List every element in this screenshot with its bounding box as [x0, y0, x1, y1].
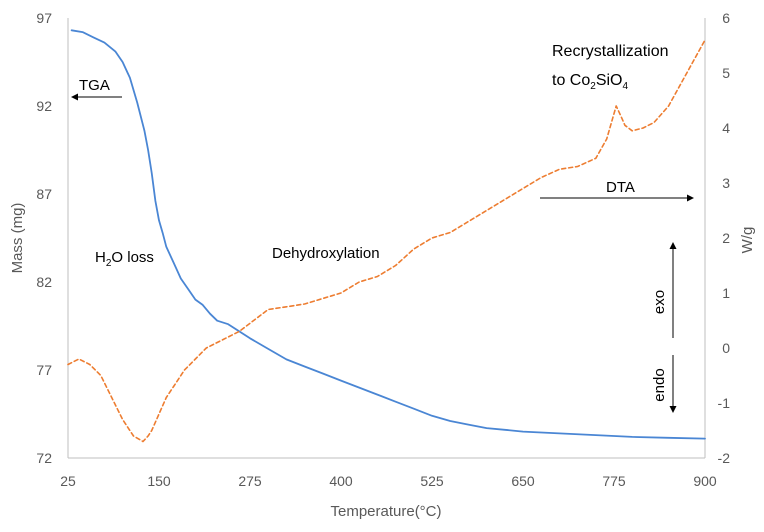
x-tick-labels: 25 150 275 400 525 650 775 900: [60, 473, 717, 489]
tga-arrow-head: [71, 93, 78, 101]
y-tick-label: 92: [36, 98, 52, 114]
recrystallization-label: Recrystallization: [552, 43, 668, 60]
h2o-loss-label: H2O loss: [95, 249, 154, 269]
y2-tick-labels: -2 -1 0 1 2 3 4 5 6: [718, 10, 731, 466]
series-dta-line: [67, 39, 706, 443]
x-tick-label: 400: [329, 473, 353, 489]
x-axis-title: Temperature(°C): [330, 503, 441, 520]
dehydroxylation-label: Dehydroxylation: [272, 245, 380, 262]
y2-tick-label: -1: [718, 395, 731, 411]
y2-tick-label: 5: [722, 65, 730, 81]
series-layer: [67, 29, 706, 443]
y2-tick-label: -2: [718, 450, 731, 466]
tga-label: TGA: [79, 77, 110, 94]
x-tick-label: 775: [602, 473, 626, 489]
dta-arrow-head: [687, 194, 694, 202]
y-tick-label: 97: [36, 10, 52, 26]
y2-tick-label: 6: [722, 10, 730, 26]
h2o-loss-rest: O loss: [111, 249, 154, 266]
y-tick-label: 87: [36, 186, 52, 202]
y-tick-label: 82: [36, 274, 52, 290]
y2-axis-title: W/g: [739, 227, 756, 254]
x-tick-label: 900: [693, 473, 717, 489]
recryst-mid: SiO: [596, 72, 623, 89]
x-tick-label: 150: [147, 473, 171, 489]
h2o-loss-sub: 2: [106, 258, 112, 269]
y2-tick-label: 1: [722, 285, 730, 301]
y-tick-label: 77: [36, 362, 52, 378]
y-axis-title: Mass (mg): [9, 203, 26, 274]
dta-label: DTA: [606, 179, 635, 196]
y-tick-labels: 72 77 82 87 92 97: [36, 10, 52, 466]
endo-arrow-head: [669, 406, 677, 413]
x-tick-label: 25: [60, 473, 76, 489]
y2-tick-label: 0: [722, 340, 730, 356]
y2-tick-label: 3: [722, 175, 730, 191]
x-tick-label: 650: [511, 473, 535, 489]
exo-label: exo: [651, 290, 668, 314]
recryst-sub2: 4: [622, 81, 628, 92]
x-tick-label: 525: [420, 473, 444, 489]
y2-tick-label: 4: [722, 120, 730, 136]
exo-arrow-head: [669, 242, 677, 249]
y2-tick-label: 2: [722, 230, 730, 246]
y-tick-label: 72: [36, 450, 52, 466]
endo-label: endo: [651, 368, 668, 401]
recrystallization-product: to Co2SiO4: [552, 72, 628, 92]
recryst-to: to Co: [552, 72, 590, 89]
h2o-loss-h: H: [95, 249, 106, 266]
x-tick-label: 275: [238, 473, 262, 489]
series-tga-line: [70, 29, 706, 440]
recryst-sub1: 2: [590, 81, 596, 92]
